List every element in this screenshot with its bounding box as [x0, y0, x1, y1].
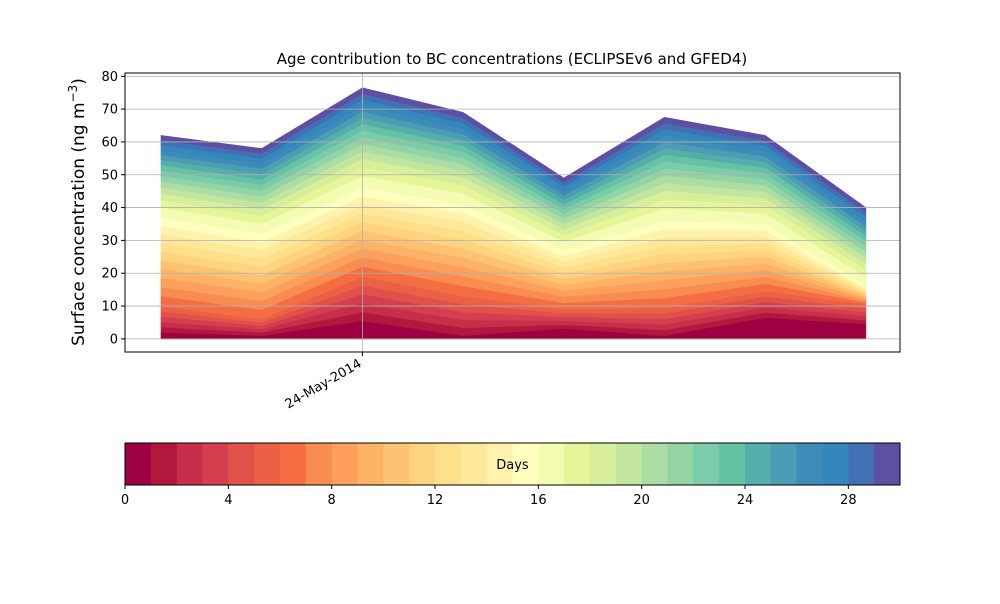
colorbar-segment-28 — [848, 443, 875, 485]
colorbar-segment-15 — [512, 443, 539, 485]
colorbar-tick-label-4: 4 — [224, 493, 232, 508]
colorbar-segment-3 — [202, 443, 229, 485]
y-tick-label-60: 60 — [101, 135, 118, 150]
y-tick-label-30: 30 — [101, 234, 118, 249]
colorbar-frame — [124, 442, 901, 486]
y-tick-label-0: 0 — [110, 332, 118, 347]
plot-frame — [124, 72, 901, 353]
colorbar: Days 0 4 8 12 16 20 24 28 — [121, 442, 901, 508]
colorbar-segment-2 — [176, 443, 203, 485]
colorbar-tick-label-28: 28 — [840, 493, 857, 508]
colorbar-segment-22 — [693, 443, 720, 485]
y-tick-label-50: 50 — [101, 168, 118, 183]
colorbar-segment-7 — [305, 443, 333, 485]
colorbar-segment-0 — [125, 443, 152, 485]
chart-title: Age contribution to BC concentrations (E… — [277, 50, 748, 68]
colorbar-segment-16 — [538, 443, 565, 485]
x-axis: 24-May-2014 — [283, 352, 365, 412]
area-layers — [160, 87, 867, 340]
colorbar-segment-21 — [667, 443, 694, 485]
colorbar-segment-1 — [150, 443, 178, 485]
colorbar-segment-13 — [460, 443, 488, 485]
colorbar-label: Days — [496, 458, 529, 473]
colorbar-tick-label-12: 12 — [427, 493, 444, 508]
y-axis-label: Surface concentration (ng m−3) — [66, 78, 89, 346]
colorbar-segment-11 — [409, 443, 436, 485]
colorbar-tick-label-16: 16 — [530, 493, 547, 508]
colorbar-segment-10 — [383, 443, 410, 485]
y-tick-label-10: 10 — [101, 300, 118, 315]
colorbar-segment-18 — [590, 443, 617, 485]
y-tick-label-20: 20 — [101, 267, 118, 282]
y-tick-label-40: 40 — [101, 201, 118, 216]
area-layer-day-29 — [160, 87, 867, 213]
y-axis: 0 10 20 30 40 50 60 70 80 — [101, 70, 125, 347]
colorbar-segment-20 — [641, 443, 668, 485]
colorbar-segment-24 — [745, 443, 772, 485]
colorbar-segment-5 — [254, 443, 281, 485]
colorbar-tick-label-20: 20 — [633, 493, 650, 508]
colorbar-segment-9 — [357, 443, 384, 485]
colorbar-segment-29 — [874, 443, 901, 485]
colorbar-segment-25 — [770, 443, 798, 485]
colorbar-segment-19 — [615, 443, 643, 485]
colorbar-segment-26 — [796, 443, 823, 485]
x-tick-label: 24-May-2014 — [283, 356, 365, 412]
y-tick-label-70: 70 — [101, 103, 118, 118]
colorbar-segment-6 — [280, 443, 307, 485]
colorbar-segment-17 — [564, 443, 591, 485]
colorbar-segment-23 — [719, 443, 746, 485]
y-tick-label-80: 80 — [101, 70, 118, 85]
colorbar-segment-14 — [486, 443, 513, 485]
colorbar-segment-4 — [228, 443, 255, 485]
colorbar-tick-label-8: 8 — [328, 493, 336, 508]
grid-lines — [125, 73, 900, 352]
colorbar-segment-8 — [331, 443, 358, 485]
colorbar-tick-label-0: 0 — [121, 493, 129, 508]
colorbar-segment-27 — [822, 443, 849, 485]
colorbar-segment-12 — [435, 443, 462, 485]
colorbar-tick-label-24: 24 — [737, 493, 754, 508]
